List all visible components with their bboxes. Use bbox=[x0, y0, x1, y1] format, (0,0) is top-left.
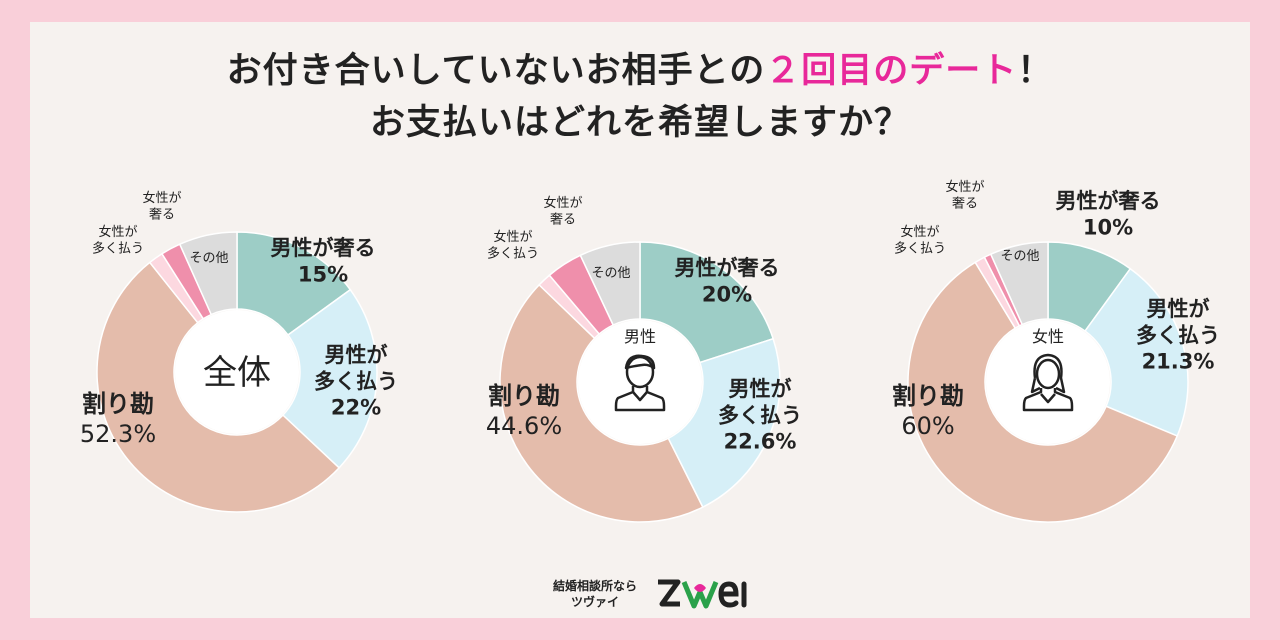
slice-label-1-1: 男性が奢る bbox=[271, 236, 376, 260]
slice-label-2-2-line-1: 男性が bbox=[729, 377, 792, 401]
woman-icon bbox=[1022, 353, 1074, 412]
value-label-3-1: 10% bbox=[1083, 215, 1133, 239]
slice-label-1-2-line-2: 多く払う bbox=[314, 369, 398, 393]
slice-label-3-3: 割り勘 bbox=[892, 382, 964, 410]
slice-label-3-6: その他 bbox=[1000, 249, 1039, 264]
slice-label-3-4-line-1: 女性が bbox=[900, 224, 939, 240]
donut-chart-2: 男性が奢る20%男性が多く払う22.6%割り勘44.6%女性が多く払う女性が奢る… bbox=[486, 195, 802, 523]
heart-accent-icon bbox=[694, 584, 706, 592]
donut-hole-1 bbox=[175, 310, 299, 434]
slice-label-2-1: 男性が奢る bbox=[675, 256, 780, 280]
chart-title-line-2: お支払いはどれを希望しますか？ bbox=[369, 103, 910, 143]
center-label-3: 女性 bbox=[1032, 327, 1064, 346]
slice-3-3 bbox=[907, 261, 1179, 523]
slice-label-3-4-line-2: 多く払う bbox=[894, 240, 946, 256]
slice-label-1-6: その他 bbox=[189, 251, 228, 266]
value-label-1-2: 22% bbox=[331, 396, 381, 420]
center-label-1: 全体 bbox=[203, 353, 271, 393]
title-highlight: ２回目のデート bbox=[765, 51, 1018, 91]
footer-tagline: 結婚相談所なら ツヴァイ bbox=[540, 578, 650, 610]
slice-label-1-4-line-2: 多く払う bbox=[92, 240, 144, 256]
chart-title-line-1: お付き合いしていないお相手との２回目のデート！ bbox=[226, 51, 1054, 91]
zwei-logo bbox=[658, 579, 747, 609]
value-label-2-2: 22.6% bbox=[724, 430, 797, 454]
donut-hole-2 bbox=[578, 320, 702, 444]
slice-label-1-4-line-1: 女性が bbox=[98, 224, 137, 240]
donut-hole-3 bbox=[986, 320, 1110, 444]
man-icon bbox=[614, 354, 666, 412]
slice-label-3-5-line-1: 女性が bbox=[945, 179, 984, 195]
slice-label-2-6: その他 bbox=[591, 266, 630, 281]
logo-letters-ei bbox=[718, 581, 747, 608]
slice-3-2 bbox=[1083, 267, 1189, 437]
slice-3-6 bbox=[989, 241, 1049, 326]
slice-1-3 bbox=[96, 261, 341, 513]
value-label-3-2: 21.3% bbox=[1142, 350, 1215, 374]
slice-1-1 bbox=[236, 231, 352, 337]
value-label-3-3: 60% bbox=[901, 412, 954, 440]
donut-chart-3: 男性が奢る10%男性が多く払う21.3%割り勘60%女性が多く払う女性が奢るその… bbox=[892, 179, 1220, 523]
slice-label-2-4-line-2: 多く払う bbox=[487, 245, 539, 261]
value-label-2-1: 20% bbox=[702, 282, 752, 306]
slice-label-2-5-line-1: 女性が bbox=[543, 195, 582, 211]
slice-label-3-5-line-2: 奢る bbox=[952, 196, 978, 211]
slice-2-2 bbox=[667, 337, 781, 509]
slice-label-1-3: 割り勘 bbox=[82, 390, 154, 418]
slice-label-3-1: 男性が奢る bbox=[1056, 189, 1161, 213]
footer-tagline-line-1: 結婚相談所なら bbox=[552, 579, 637, 593]
slice-label-1-5-line-1: 女性が bbox=[142, 190, 181, 206]
slice-1-6 bbox=[178, 231, 238, 316]
center-label-2: 男性 bbox=[624, 327, 656, 346]
slice-label-3-2-line-1: 男性が bbox=[1147, 297, 1210, 321]
slice-label-2-4-line-1: 女性が bbox=[493, 229, 532, 245]
slice-label-3-2-line-2: 多く払う bbox=[1136, 323, 1220, 347]
footer-tagline-line-2: ツヴァイ bbox=[570, 595, 619, 609]
slice-1-2 bbox=[281, 288, 378, 469]
slice-2-3 bbox=[499, 283, 704, 523]
slice-label-2-2-line-2: 多く払う bbox=[718, 403, 802, 427]
value-label-1-3: 52.3% bbox=[80, 420, 156, 448]
value-label-1-1: 15% bbox=[298, 262, 348, 286]
donut-chart-1: 男性が奢る15%男性が多く払う22%割り勘52.3%女性が多く払う女性が奢るその… bbox=[80, 190, 398, 513]
slice-2-1 bbox=[639, 241, 775, 364]
slice-label-1-2-line-1: 男性が bbox=[325, 343, 388, 367]
slice-2-6 bbox=[579, 241, 641, 326]
slice-label-1-5-line-2: 奢る bbox=[149, 207, 175, 222]
slice-label-2-3: 割り勘 bbox=[488, 382, 560, 410]
slice-label-2-5-line-2: 奢る bbox=[550, 212, 576, 227]
value-label-2-3: 44.6% bbox=[486, 412, 562, 440]
logo-letter-z bbox=[658, 579, 681, 607]
